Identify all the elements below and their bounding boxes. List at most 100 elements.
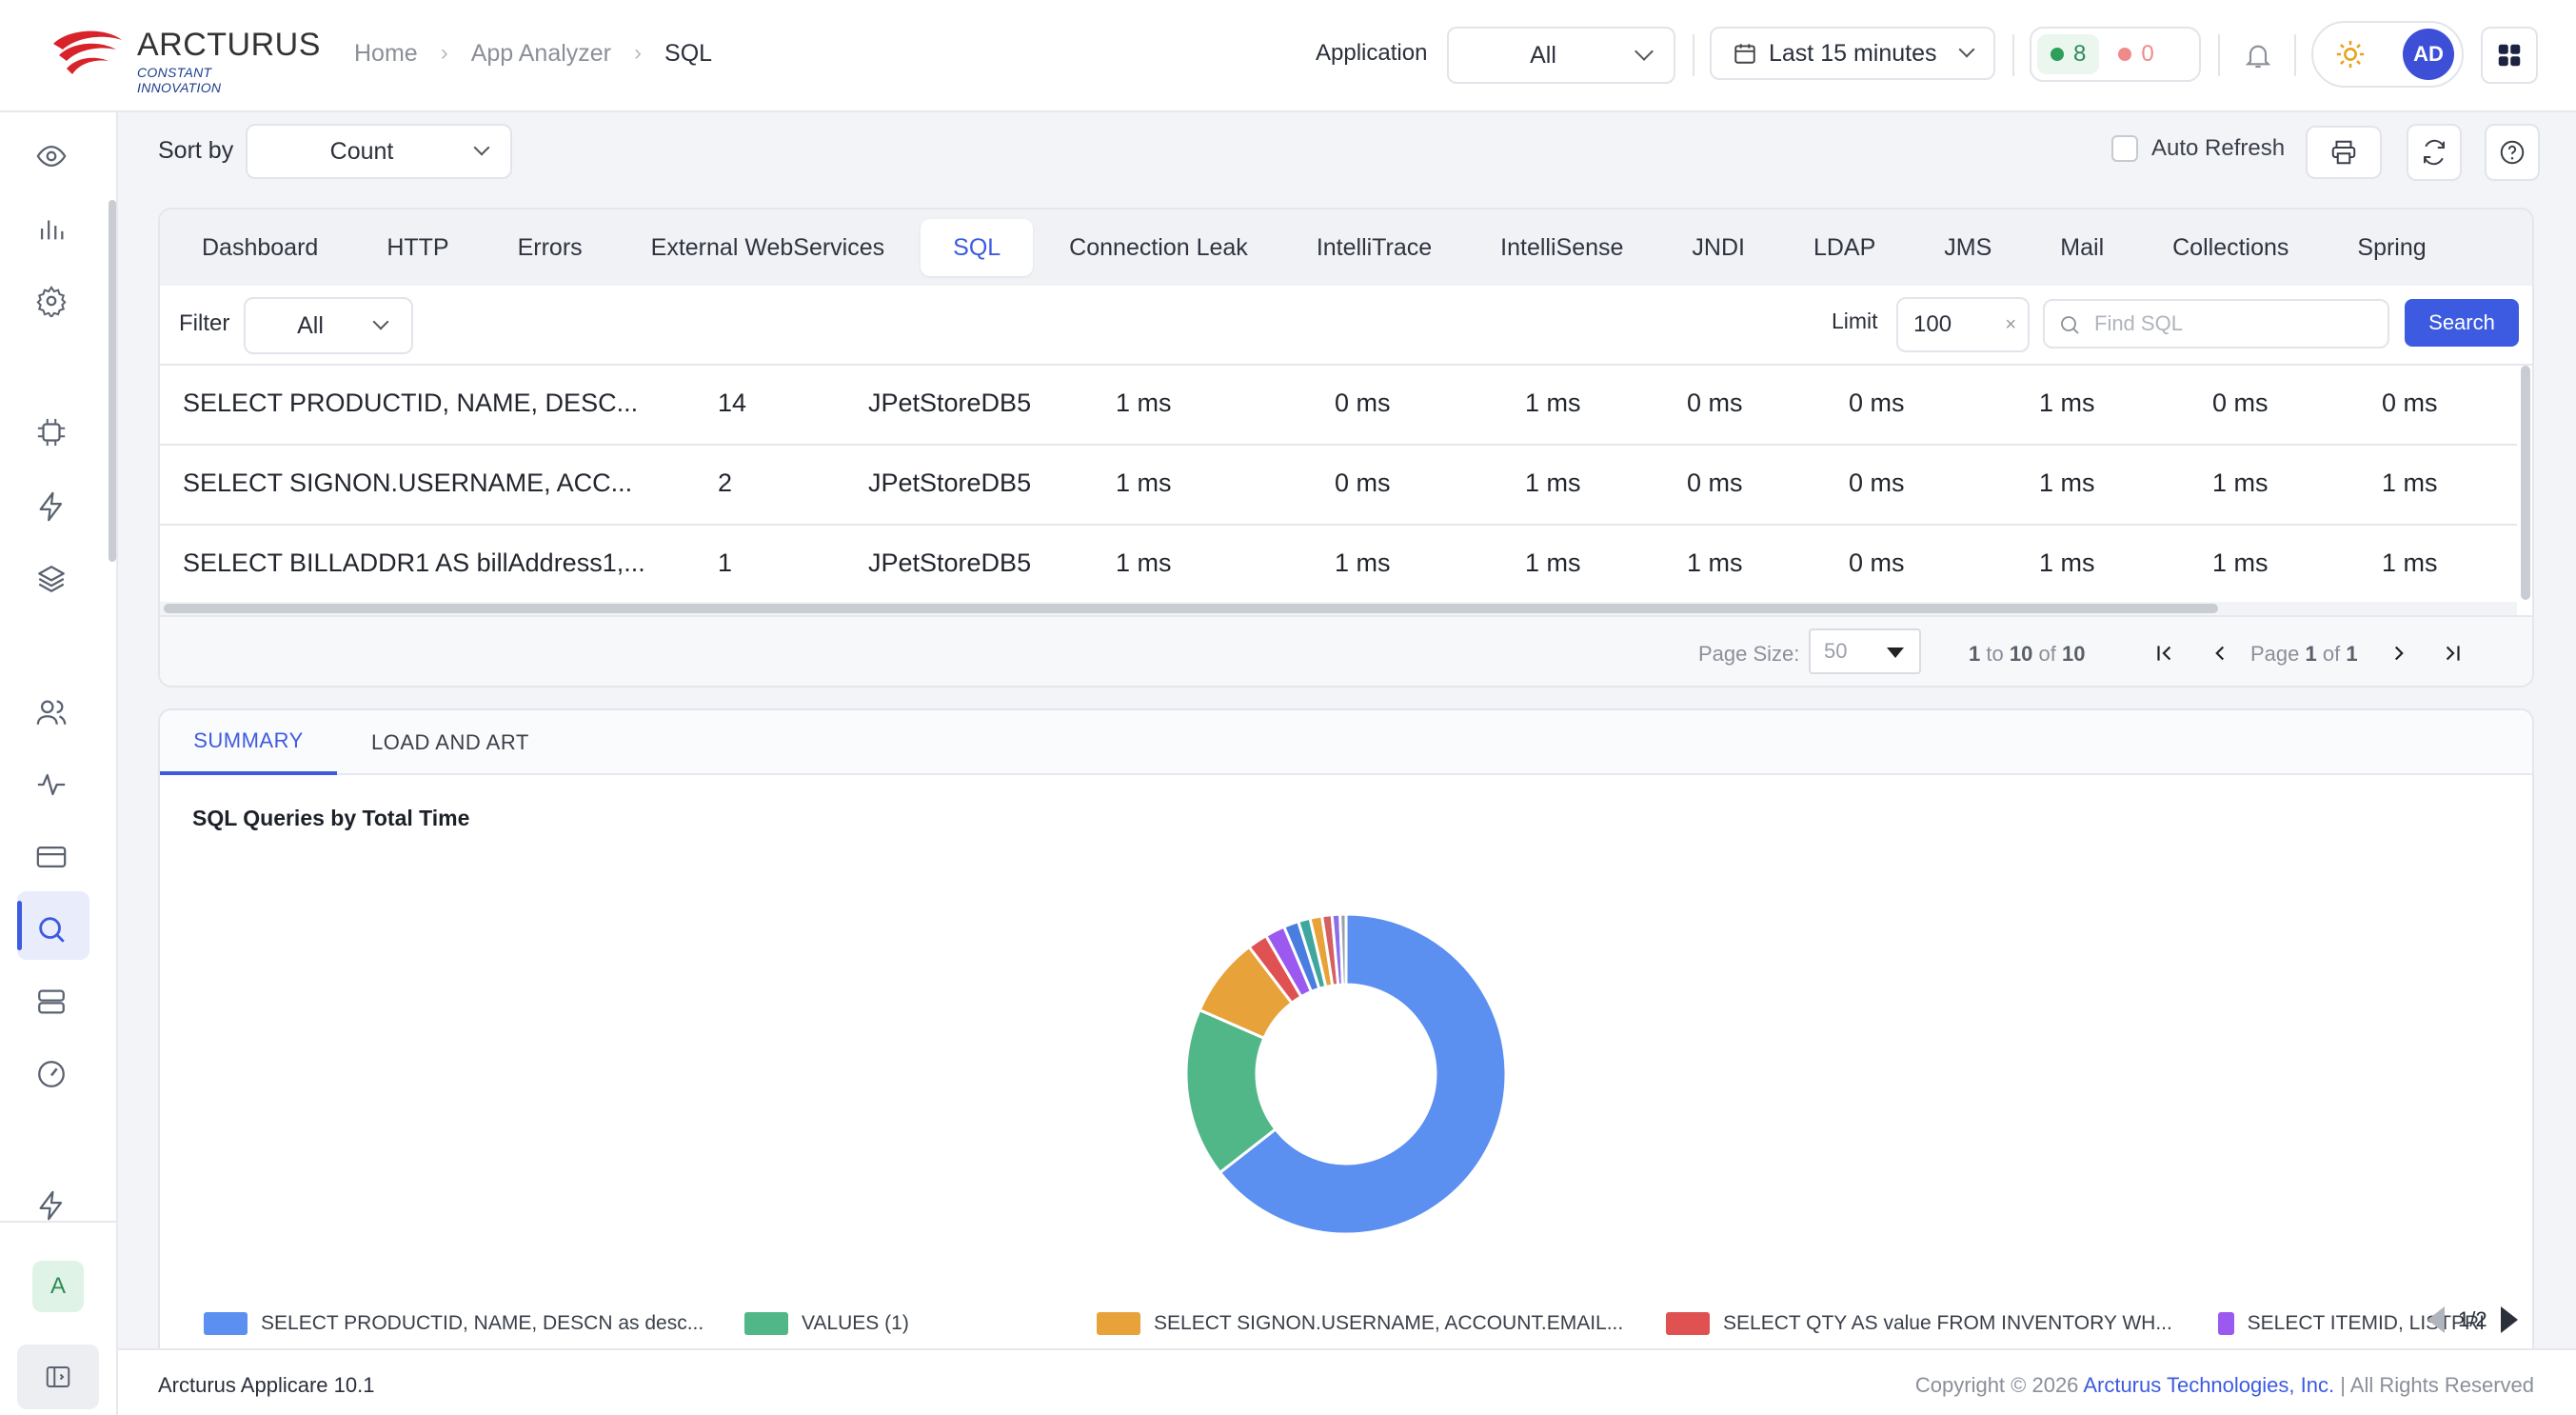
legend-prev-icon[interactable] [2427, 1306, 2445, 1333]
donut-slice[interactable] [1338, 912, 1348, 987]
sidebar-scrollbar[interactable] [109, 200, 116, 562]
chart-title: SQL Queries by Total Time [192, 806, 470, 830]
legend-item[interactable]: VALUES (1) [744, 1312, 909, 1335]
bell-icon [2245, 45, 2271, 69]
help-button[interactable] [2485, 124, 2540, 181]
tab-http[interactable]: HTTP [386, 233, 449, 261]
status-red-badge[interactable]: 0 [2105, 34, 2167, 74]
table-cell: 0 ms [1335, 468, 1391, 497]
sidebar-item-activity[interactable] [30, 764, 72, 806]
user-avatar[interactable]: AD [2403, 29, 2454, 80]
status-green-badge[interactable]: 8 [2037, 34, 2100, 74]
footer: Arcturus Applicare 10.1 Copyright © 2026… [118, 1348, 2576, 1415]
company-link[interactable]: Arcturus Technologies, Inc. [2083, 1373, 2335, 1397]
tab-summary[interactable]: SUMMARY [160, 710, 337, 775]
tab-intellitrace[interactable]: IntelliTrace [1316, 233, 1433, 261]
sidebar-item-search[interactable] [30, 908, 72, 950]
chart-legend: SELECT PRODUCTID, NAME, DESCN as desc...… [204, 1306, 2526, 1345]
page-size-select[interactable]: 50 [1809, 628, 1921, 674]
search-button[interactable]: Search [2405, 299, 2519, 347]
top-bar: ARCTURUS CONSTANT INNOVATION Home › App … [0, 0, 2576, 112]
legend-item[interactable]: SELECT ITEMID, LISTPRI [2218, 1312, 2485, 1335]
tab-spring[interactable]: Spring [2357, 233, 2427, 261]
tab-jndi[interactable]: JNDI [1692, 233, 1745, 261]
brand-logo[interactable]: ARCTURUS CONSTANT INNOVATION [50, 23, 320, 95]
legend-item[interactable]: SELECT QTY AS value FROM INVENTORY WH... [1666, 1312, 2172, 1335]
sidebar-item-billing[interactable] [30, 836, 72, 878]
table-cell: 1 ms [2039, 548, 2095, 577]
tab-dashboard[interactable]: Dashboard [202, 233, 319, 261]
table-horizontal-scrollbar[interactable] [164, 604, 2218, 613]
sun-icon[interactable] [2334, 38, 2367, 70]
table-row[interactable]: SELECT PRODUCTID, NAME, DESC... 14 JPetSto… [160, 366, 2517, 446]
previous-page-button[interactable] [2201, 634, 2239, 672]
print-button[interactable] [2306, 126, 2382, 179]
sidebar-item-layers[interactable] [30, 558, 72, 600]
tab-load-and-art[interactable]: LOAD AND ART [371, 730, 529, 754]
find-sql-input[interactable]: Find SQL [2043, 299, 2389, 349]
breadcrumb-home[interactable]: Home [354, 39, 418, 67]
sidebar-item-ai[interactable] [30, 411, 72, 453]
sort-label: Sort by [158, 137, 234, 164]
sidebar: A [0, 112, 118, 1415]
legend-item[interactable]: SELECT SIGNON.USERNAME, ACCOUNT.EMAIL... [1097, 1312, 1623, 1335]
breadcrumb-app-analyzer[interactable]: App Analyzer [470, 39, 612, 67]
tab-mail[interactable]: Mail [2060, 233, 2105, 261]
sidebar-item-quick-actions[interactable] [30, 1185, 72, 1226]
legend-pager: 1/2 [2427, 1306, 2518, 1333]
breadcrumb-current: SQL [664, 39, 713, 67]
sidebar-item-settings[interactable] [30, 280, 72, 322]
sort-select-value: Count [329, 137, 394, 165]
sidebar-item-servers[interactable] [30, 981, 72, 1023]
legend-label: VALUES (1) [802, 1312, 909, 1334]
search-icon [2061, 316, 2079, 334]
tab-intellisense[interactable]: IntelliSense [1500, 233, 1624, 261]
sidebar-item-users[interactable] [30, 691, 72, 733]
tab-errors[interactable]: Errors [517, 233, 583, 261]
auto-refresh-toggle[interactable]: Auto Refresh [2111, 135, 2285, 162]
legend-item[interactable]: SELECT PRODUCTID, NAME, DESCN as desc... [204, 1312, 703, 1335]
limit-input[interactable]: 100 × [1896, 297, 2030, 352]
clear-icon[interactable]: × [2005, 314, 2016, 335]
sidebar-active-indicator [17, 901, 22, 950]
sidebar-item-performance[interactable] [30, 1053, 72, 1095]
filter-select[interactable]: All [244, 297, 413, 354]
application-select[interactable]: All [1447, 27, 1675, 84]
tab-ldap[interactable]: LDAP [1813, 233, 1876, 261]
legend-swatch [2218, 1312, 2234, 1335]
tab-external-webservices[interactable]: External WebServices [650, 233, 885, 261]
pagination-bar: Page Size: 50 1 to 10 of 10 Page 1 of 1 [160, 615, 2532, 686]
sidebar-item-overview[interactable] [30, 135, 72, 177]
divider [2294, 34, 2296, 76]
table-cell: 14 [718, 389, 747, 417]
apps-grid-button[interactable] [2481, 27, 2538, 84]
collapse-sidebar-button[interactable] [17, 1345, 99, 1409]
last-page-button[interactable] [2433, 634, 2471, 672]
chevron-down-icon [473, 139, 490, 156]
tab-sql[interactable]: SQL [921, 219, 1034, 276]
time-range-select[interactable]: Last 15 minutes [1710, 27, 1995, 80]
next-page-button[interactable] [2380, 634, 2418, 672]
refresh-button[interactable] [2407, 124, 2462, 181]
workspace-avatar[interactable]: A [32, 1261, 84, 1312]
table-row[interactable]: SELECT SIGNON.USERNAME, ACC... 2 JPetStore… [160, 446, 2517, 526]
tab-jms[interactable]: JMS [1944, 233, 1992, 261]
table-vertical-scrollbar[interactable] [2521, 366, 2530, 600]
status-counts[interactable]: 8 0 [2030, 27, 2201, 82]
legend-next-icon[interactable] [2500, 1306, 2518, 1333]
tab-collections[interactable]: Collections [2172, 233, 2289, 261]
sidebar-item-events[interactable] [30, 486, 72, 528]
tab-connection-leak[interactable]: Connection Leak [1069, 233, 1248, 261]
legend-swatch [1097, 1312, 1140, 1335]
status-red-count: 0 [2141, 41, 2154, 67]
donut-slice[interactable] [1218, 912, 1508, 1236]
table-row[interactable]: SELECT BILLADDR1 AS billAddress1,... 1 JPe… [160, 526, 2517, 606]
lightning-icon [39, 491, 63, 522]
sort-select[interactable]: Count [246, 124, 512, 179]
auto-refresh-checkbox[interactable] [2111, 135, 2138, 162]
notifications-button[interactable] [2237, 34, 2279, 76]
legend-swatch [204, 1312, 248, 1335]
sidebar-item-analytics[interactable] [30, 208, 72, 249]
first-page-button[interactable] [2146, 634, 2184, 672]
gauge-icon [38, 1061, 65, 1087]
